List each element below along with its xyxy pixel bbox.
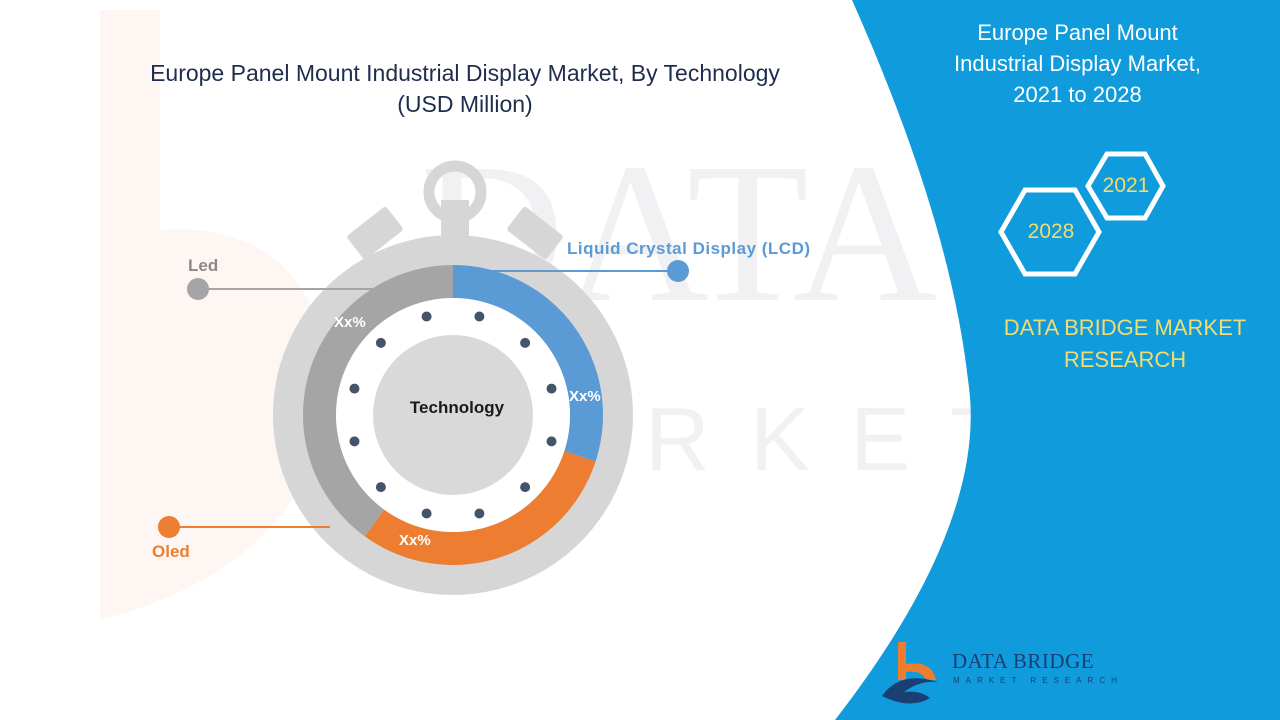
data-bridge-logo-icon xyxy=(882,642,938,704)
donut-segment-lcd xyxy=(453,265,603,462)
center-hub xyxy=(373,335,533,495)
dial-dot xyxy=(349,436,360,447)
dial-dot xyxy=(546,436,557,447)
stopwatch-button-left xyxy=(347,206,403,260)
dial-dot xyxy=(474,508,485,519)
dial-dot xyxy=(375,482,386,493)
brand-text: DATA BRIDGE MARKET RESEARCH xyxy=(975,312,1275,376)
brand-line2: RESEARCH xyxy=(1063,347,1187,372)
chart-title-sub: (USD Million) xyxy=(397,91,533,117)
label-oled: Oled xyxy=(152,542,190,561)
dial-dot xyxy=(520,482,531,493)
dial-dot xyxy=(349,383,360,394)
year-start-label: 2021 xyxy=(1102,174,1150,197)
hexagon-2028-icon xyxy=(998,187,1102,277)
center-label: Technology xyxy=(409,398,505,417)
brand-line1: DATA BRIDGE MARKET xyxy=(1003,315,1247,340)
dial-dot xyxy=(546,383,557,394)
dial-dot xyxy=(520,337,531,348)
year-end-label: 2028 xyxy=(1027,220,1075,243)
stopwatch-stem xyxy=(441,200,469,240)
stopwatch-button-right xyxy=(507,206,563,260)
leader-marker-led xyxy=(187,278,209,300)
dial-dot xyxy=(474,311,485,322)
side-title-line3: 2021 to 2028 xyxy=(1013,82,1142,107)
chart-title-main: Europe Panel Mount Industrial Display Ma… xyxy=(150,60,780,86)
value-label-lcd: Xx% xyxy=(569,388,601,405)
label-led: Led xyxy=(188,256,219,275)
side-panel-title: Europe Panel Mount Industrial Display Ma… xyxy=(905,17,1250,110)
donut-segment-oled xyxy=(364,451,596,565)
hexagon-2021-icon xyxy=(1085,151,1166,221)
side-title-line1: Europe Panel Mount xyxy=(977,20,1178,45)
logo-orange-mark xyxy=(898,642,936,680)
dial-dot xyxy=(421,311,432,322)
dial-dots xyxy=(349,311,557,519)
value-label-led: Xx% xyxy=(334,314,366,331)
value-label-oled: Xx% xyxy=(399,532,431,549)
leader-lines xyxy=(158,260,689,538)
side-title-line2: Industrial Display Market, xyxy=(954,51,1201,76)
logo-name: DATA BRIDGE xyxy=(952,649,1095,673)
label-lcd: Liquid Crystal Display (LCD) xyxy=(567,239,811,258)
chart-title: Europe Panel Mount Industrial Display Ma… xyxy=(110,58,820,120)
dial-dot xyxy=(421,508,432,519)
leader-marker-oled xyxy=(158,516,180,538)
dial-dot xyxy=(375,337,386,348)
donut-segment-led xyxy=(303,265,453,537)
watermark-logo-mark xyxy=(100,10,330,620)
logo-blue-swoosh xyxy=(882,678,938,704)
logo-tagline: MARKET RESEARCH xyxy=(953,676,1123,685)
side-panel-background xyxy=(835,0,1280,720)
donut-ring xyxy=(303,265,603,565)
leader-marker-lcd xyxy=(667,260,689,282)
